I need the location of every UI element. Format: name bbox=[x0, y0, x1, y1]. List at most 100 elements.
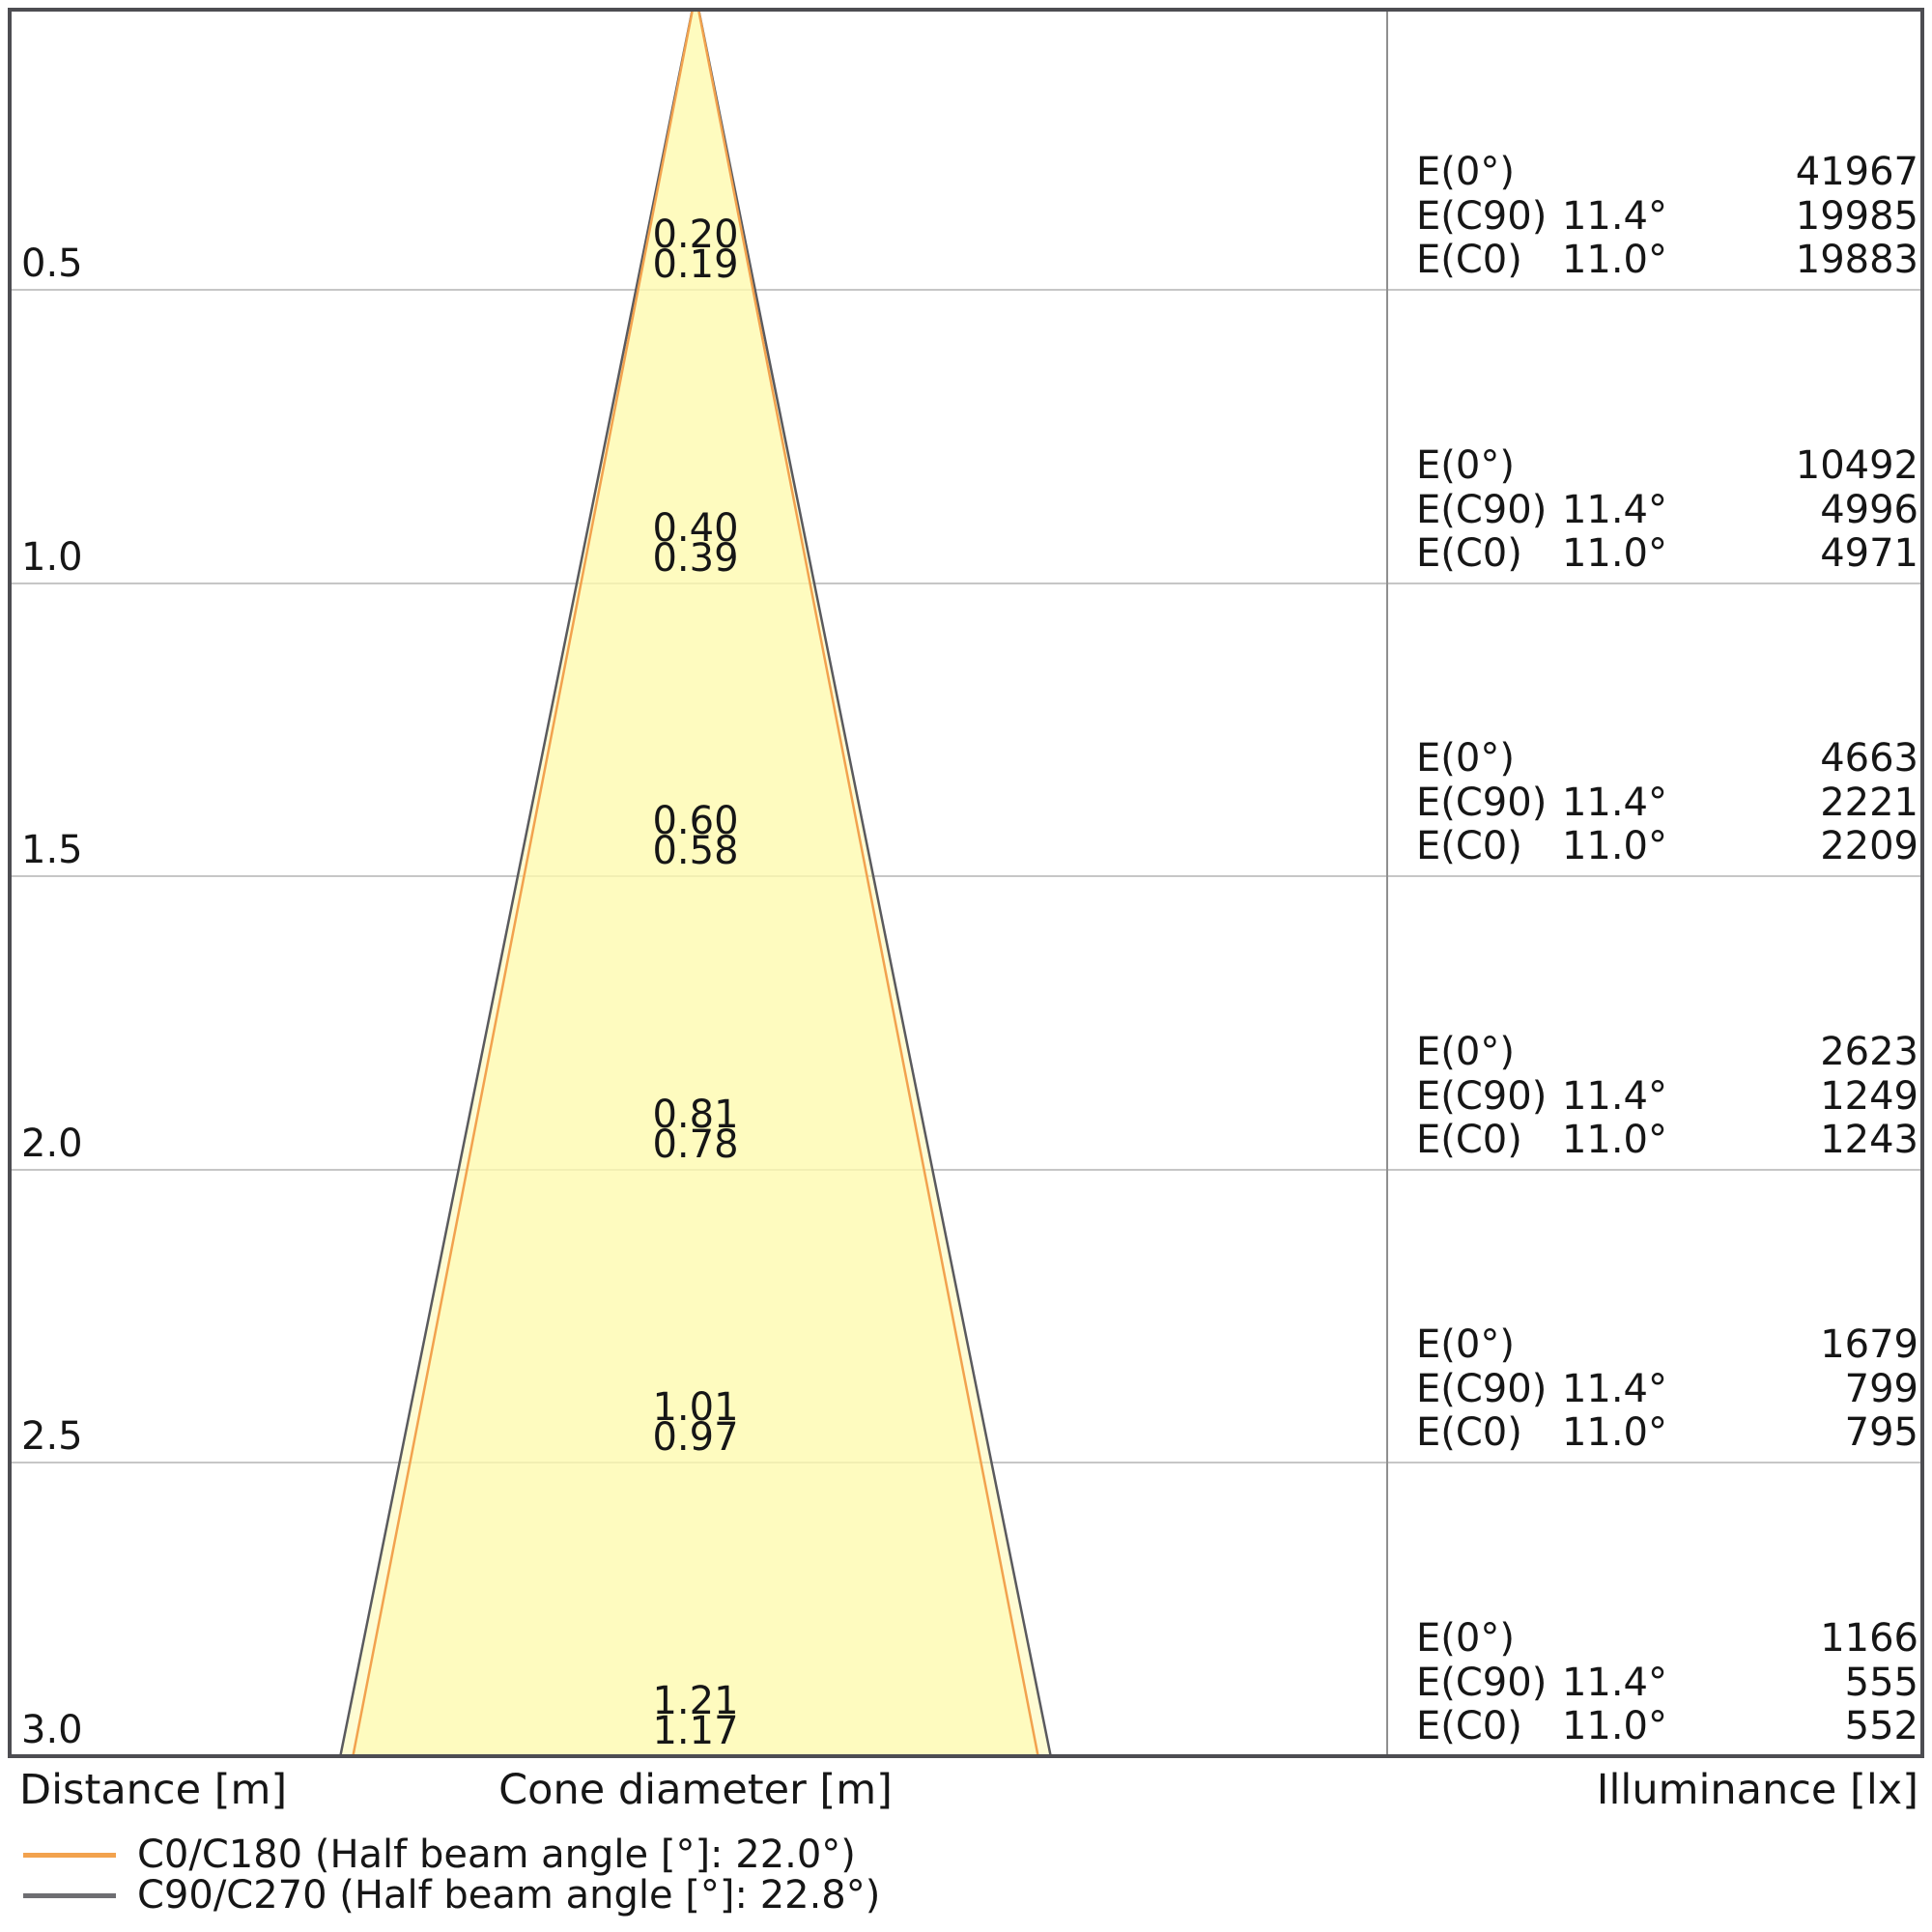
e0-value: 1679 bbox=[1820, 1322, 1918, 1368]
cone-diameter-c0-value: 0.39 bbox=[652, 535, 739, 581]
e0-value: 41967 bbox=[1795, 150, 1918, 195]
ec90-row: E(C90) 11.4° 555 bbox=[1416, 1660, 1918, 1705]
ec0-value: 1243 bbox=[1820, 1117, 1918, 1162]
ec90-label: E(C90) bbox=[1416, 1073, 1548, 1119]
ec90-value: 555 bbox=[1844, 1660, 1918, 1705]
c90-c270-line-swatch bbox=[23, 1892, 116, 1898]
distance-label: 1.5 bbox=[21, 828, 83, 872]
cone-diameter-c0-value: 0.58 bbox=[652, 828, 739, 873]
ec90-label: E(C90) bbox=[1416, 1366, 1548, 1411]
e0-angle bbox=[1557, 1617, 1667, 1661]
ec0-row: E(C0) 11.0° 2209 bbox=[1416, 823, 1918, 868]
e0-angle bbox=[1557, 1031, 1667, 1074]
illuminance-block: E(0°) 41967 E(C90) 11.4° 19985 E(C0) 11.0° 19… bbox=[1416, 151, 1918, 282]
ec0-label: E(C0) bbox=[1416, 1703, 1522, 1748]
ec0-angle: 11.0° bbox=[1561, 823, 1667, 868]
illuminance-block: E(0°) 10492 E(C90) 11.4° 4996 E(C0) 11.0° 497… bbox=[1416, 444, 1918, 576]
cone-diameter-c90-value: 0.81 bbox=[652, 1092, 739, 1137]
legend-label-c90-c270: C90/C270 (Half beam angle [°]: 22.8°) bbox=[137, 1873, 881, 1918]
ec90-row: E(C90) 11.4° 2221 bbox=[1416, 781, 1918, 825]
ec0-label: E(C0) bbox=[1416, 823, 1522, 868]
legend-item-c0-c180: C0/C180 (Half beam angle [°]: 22.0°) bbox=[23, 1833, 856, 1877]
e0-angle bbox=[1557, 444, 1667, 488]
illuminance-block: E(0°) 1166 E(C90) 11.4° 555 E(C0) 11.0° 552 bbox=[1416, 1617, 1918, 1748]
e0-value: 10492 bbox=[1795, 443, 1918, 489]
ec0-row: E(C0) 11.0° 4971 bbox=[1416, 530, 1918, 576]
ec90-angle: 11.4° bbox=[1561, 780, 1667, 825]
e0-angle bbox=[1557, 151, 1667, 194]
cone-diameter-c0-value: 0.19 bbox=[652, 242, 739, 287]
ec90-value: 2221 bbox=[1820, 780, 1918, 825]
e0-row: E(0°) 4663 bbox=[1416, 737, 1918, 781]
e0-row: E(0°) 1166 bbox=[1416, 1617, 1918, 1661]
distance-label: 0.5 bbox=[21, 242, 83, 286]
legend-label-c0-c180: C0/C180 (Half beam angle [°]: 22.0°) bbox=[137, 1833, 856, 1877]
e0-label: E(0°) bbox=[1416, 1030, 1515, 1075]
cone-diameter-c90-value: 0.20 bbox=[652, 212, 739, 257]
ec0-angle: 11.0° bbox=[1561, 1703, 1667, 1748]
ec90-label: E(C90) bbox=[1416, 487, 1548, 532]
e0-label: E(0°) bbox=[1416, 736, 1515, 781]
cone-diameter-axis-label: Cone diameter [m] bbox=[498, 1766, 893, 1814]
ec0-value: 2209 bbox=[1820, 823, 1918, 868]
e0-label: E(0°) bbox=[1416, 443, 1515, 489]
ec0-label: E(C0) bbox=[1416, 1409, 1522, 1455]
ec0-row: E(C0) 11.0° 795 bbox=[1416, 1409, 1918, 1455]
ec90-label: E(C90) bbox=[1416, 780, 1548, 825]
cone-diameter-c90-value: 0.60 bbox=[652, 798, 739, 843]
distance-label: 2.5 bbox=[21, 1414, 83, 1459]
ec0-value: 19883 bbox=[1795, 237, 1918, 282]
distance-axis-label: Distance [m] bbox=[19, 1766, 288, 1814]
cone-diameter-c90-value: 1.21 bbox=[652, 1678, 739, 1723]
ec90-row: E(C90) 11.4° 19985 bbox=[1416, 193, 1918, 239]
cone-diameter-labels: 0.20 0.19 bbox=[652, 212, 739, 287]
ec0-value: 552 bbox=[1844, 1703, 1918, 1748]
cone-c0-c180 bbox=[352, 10, 1039, 1756]
e0-value: 1166 bbox=[1820, 1616, 1918, 1662]
illuminance-axis-label: Illuminance [lx] bbox=[1596, 1766, 1918, 1814]
c0-c180-line-swatch bbox=[23, 1852, 116, 1858]
illuminance-block: E(0°) 1679 E(C90) 11.4° 799 E(C0) 11.0° 795 bbox=[1416, 1323, 1918, 1455]
ec90-row: E(C90) 11.4° 799 bbox=[1416, 1366, 1918, 1411]
cone-diameter-labels: 0.60 0.58 bbox=[652, 798, 739, 873]
ec90-label: E(C90) bbox=[1416, 193, 1548, 239]
ec90-angle: 11.4° bbox=[1561, 1660, 1667, 1705]
illuminance-block: E(0°) 2623 E(C90) 11.4° 1249 E(C0) 11.0° 1243 bbox=[1416, 1031, 1918, 1162]
ec90-angle: 11.4° bbox=[1561, 487, 1667, 532]
ec0-row: E(C0) 11.0° 1243 bbox=[1416, 1117, 1918, 1162]
distance-label: 1.0 bbox=[21, 535, 83, 580]
e0-value: 4663 bbox=[1820, 736, 1918, 781]
e0-label: E(0°) bbox=[1416, 1322, 1515, 1368]
cone-diameter-c0-value: 1.17 bbox=[652, 1708, 739, 1753]
legend-item-c90-c270: C90/C270 (Half beam angle [°]: 22.8°) bbox=[23, 1873, 881, 1918]
illuminance-block: E(0°) 4663 E(C90) 11.4° 2221 E(C0) 11.0° 2209 bbox=[1416, 737, 1918, 868]
cone-diameter-c0-value: 0.97 bbox=[652, 1414, 739, 1460]
ec90-value: 1249 bbox=[1820, 1073, 1918, 1119]
ec0-value: 4971 bbox=[1820, 530, 1918, 576]
ec90-value: 799 bbox=[1844, 1366, 1918, 1411]
cone-diameter-c90-value: 1.01 bbox=[652, 1384, 739, 1430]
ec0-row: E(C0) 11.0° 19883 bbox=[1416, 237, 1918, 282]
ec0-label: E(C0) bbox=[1416, 237, 1522, 282]
ec0-value: 795 bbox=[1844, 1409, 1918, 1455]
ec0-row: E(C0) 11.0° 552 bbox=[1416, 1703, 1918, 1748]
ec0-angle: 11.0° bbox=[1561, 1117, 1667, 1162]
ec0-angle: 11.0° bbox=[1561, 1409, 1667, 1455]
plot-border bbox=[8, 8, 1924, 1758]
cone-diameter-c0-value: 0.78 bbox=[652, 1122, 739, 1167]
cone-diameter-labels: 0.40 0.39 bbox=[652, 509, 739, 581]
cone-diameter-labels: 1.21 1.17 bbox=[652, 1678, 739, 1753]
e0-label: E(0°) bbox=[1416, 1616, 1515, 1662]
distance-label: 2.0 bbox=[21, 1122, 83, 1166]
distance-label: 3.0 bbox=[21, 1708, 83, 1752]
e0-value: 2623 bbox=[1820, 1030, 1918, 1075]
cone-diameter-labels: 0.81 0.78 bbox=[652, 1092, 739, 1167]
ec90-value: 4996 bbox=[1820, 487, 1918, 532]
ec90-angle: 11.4° bbox=[1561, 193, 1667, 239]
ec90-value: 19985 bbox=[1795, 193, 1918, 239]
ec90-angle: 11.4° bbox=[1561, 1366, 1667, 1411]
e0-row: E(0°) 2623 bbox=[1416, 1031, 1918, 1074]
ec0-label: E(C0) bbox=[1416, 530, 1522, 576]
